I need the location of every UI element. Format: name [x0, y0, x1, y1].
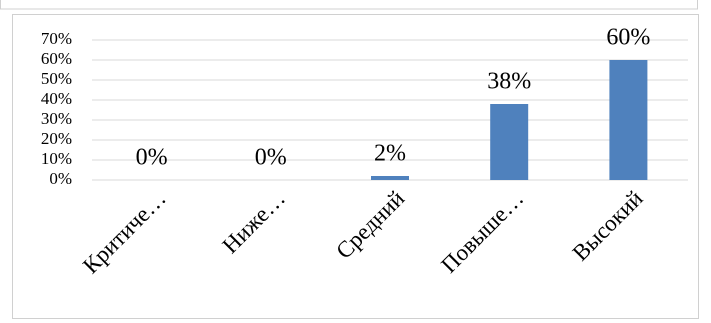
- frame-top: [0, 0, 698, 10]
- y-tick-label: 40%: [41, 89, 72, 108]
- bar: [490, 104, 529, 180]
- value-label: 2%: [374, 141, 406, 167]
- y-tick-label: 70%: [41, 29, 72, 48]
- y-tick-label: 50%: [41, 69, 72, 88]
- y-tick-label: 60%: [41, 49, 72, 68]
- value-label: 0%: [136, 145, 168, 171]
- y-tick-label: 0%: [49, 169, 72, 188]
- value-label: 60%: [606, 25, 650, 51]
- chart-frame: [12, 14, 699, 319]
- value-label: 38%: [487, 69, 531, 95]
- y-tick-label: 30%: [41, 109, 72, 128]
- bar: [371, 176, 409, 180]
- value-label: 0%: [255, 145, 287, 171]
- y-tick-label: 20%: [41, 129, 72, 148]
- y-tick-label: 10%: [41, 149, 72, 168]
- bar: [609, 60, 648, 180]
